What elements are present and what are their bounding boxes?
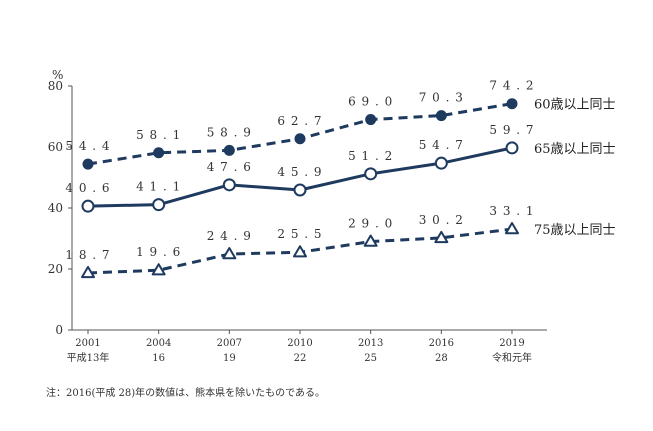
footnote: 注：2016(平成 28)年の数値は、熊本県を除いたものである。	[46, 388, 326, 399]
data-point	[505, 222, 519, 235]
data-point	[294, 133, 306, 145]
x-axis-ticks: 2001 平成13年 2004 16 2007 19 2010 22 2013 25 2016 28 2…	[67, 330, 532, 364]
y-tick-label: 0	[55, 323, 63, 337]
data-point	[82, 158, 94, 170]
data-label: 4 0 . 6	[65, 181, 110, 195]
data-label: 3 3 . 1	[489, 204, 534, 218]
x-tick-era: 25	[364, 353, 377, 364]
data-label: 7 4 . 2	[489, 79, 534, 93]
data-point	[153, 147, 165, 159]
y-axis-ticks: 0 20 40 60 80	[48, 79, 72, 337]
x-tick-year: 2010	[287, 338, 312, 349]
series-1: 5 4 . 4 5 8 . 1 5 8 . 9 6 2 . 7 6 9 . 0 7 0 .…	[65, 79, 616, 170]
series-group: 5 4 . 4 5 8 . 1 5 8 . 9 6 2 . 7 6 9 . 0 7 0 .…	[65, 79, 616, 279]
series-2: 4 0 . 6 4 1 . 1 4 7 . 6 4 5 . 9 5 1 . 2 5 4 .…	[65, 123, 616, 213]
data-point	[223, 144, 235, 156]
y-axis-unit: %	[52, 68, 63, 82]
y-tick-label: 40	[48, 201, 63, 215]
x-tick-year: 2001	[75, 338, 100, 349]
x-tick-era: 16	[152, 353, 165, 364]
data-label: 5 9 . 7	[489, 123, 534, 137]
data-point	[363, 234, 378, 247]
series-3: 1 8 . 7 1 9 . 6 2 4 . 9 2 5 . 5 2 9 . 0 3 0 .…	[65, 204, 616, 279]
y-tick-label: 80	[48, 79, 63, 93]
x-tick-year: 2019	[499, 338, 524, 349]
data-label: 5 8 . 9	[207, 125, 252, 139]
data-label: 7 0 . 3	[419, 91, 464, 105]
data-label: 1 8 . 7	[65, 248, 110, 262]
data-label: 2 4 . 9	[207, 229, 252, 243]
x-tick-era: 28	[435, 353, 448, 364]
data-point	[434, 230, 449, 244]
data-point	[505, 141, 519, 155]
series-label: 65歳以上同士	[534, 142, 616, 157]
x-tick-era: 平成13年	[67, 351, 110, 364]
x-tick-era: 22	[294, 353, 307, 364]
data-point	[222, 247, 237, 260]
data-label: 4 7 . 6	[207, 160, 252, 174]
series-label: 60歳以上同士	[534, 98, 616, 113]
data-point	[81, 265, 95, 279]
x-tick-year: 2013	[358, 338, 383, 349]
data-point	[152, 198, 166, 212]
data-label: 5 8 . 1	[136, 128, 181, 142]
data-label: 4 5 . 9	[277, 165, 322, 179]
data-point	[435, 110, 447, 122]
x-tick-era: 19	[223, 353, 236, 364]
data-label: 5 1 . 2	[348, 149, 393, 163]
x-tick-year: 2007	[217, 338, 242, 349]
data-label: 2 5 . 5	[277, 227, 322, 241]
data-point	[81, 199, 95, 213]
data-point	[506, 98, 518, 110]
data-label: 6 2 . 7	[277, 114, 322, 128]
data-label: 2 9 . 0	[348, 217, 393, 231]
x-tick-year: 2016	[429, 338, 454, 349]
data-point	[364, 167, 378, 181]
data-point	[151, 263, 166, 276]
data-point	[293, 183, 307, 197]
data-point	[434, 156, 448, 170]
data-label: 5 4 . 4	[65, 139, 110, 153]
series-label: 75歳以上同士	[534, 223, 616, 238]
x-tick-year: 2004	[146, 338, 171, 349]
y-tick-label: 20	[48, 262, 63, 276]
data-label: 3 0 . 2	[419, 213, 464, 227]
data-point	[222, 178, 236, 192]
data-label: 5 4 . 7	[419, 138, 464, 152]
data-label: 4 1 . 1	[136, 180, 181, 194]
data-point	[365, 114, 377, 126]
y-tick-label: 60	[48, 140, 63, 154]
data-point	[293, 245, 307, 258]
data-label: 6 9 . 0	[348, 95, 393, 109]
data-label: 1 9 . 6	[136, 245, 181, 259]
x-tick-era: 令和元年	[492, 351, 532, 364]
